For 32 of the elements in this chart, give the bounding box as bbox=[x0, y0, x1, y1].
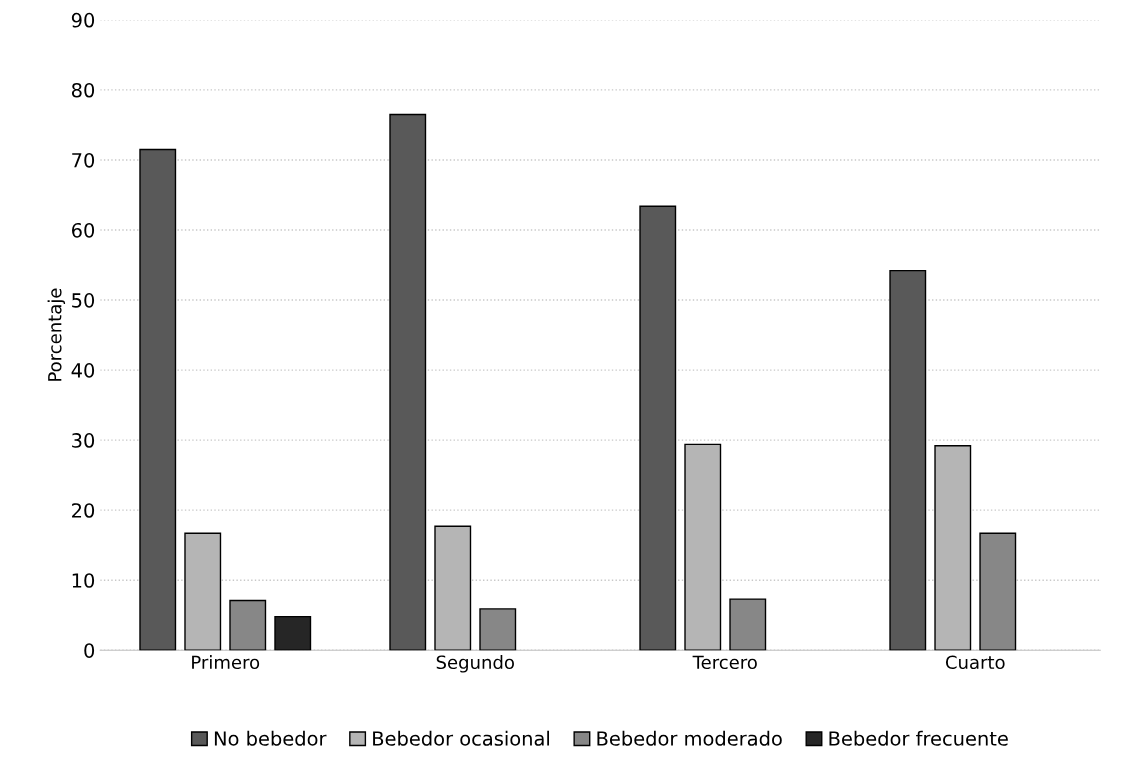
bar bbox=[139, 148, 177, 651]
bar bbox=[639, 205, 677, 651]
y-tick-label: 20 bbox=[72, 503, 95, 518]
bar bbox=[684, 443, 722, 651]
y-tick-label: 40 bbox=[71, 363, 95, 378]
x-tick-label: Primero bbox=[192, 655, 260, 670]
bar bbox=[889, 269, 927, 651]
x-tick-label: Segundo bbox=[436, 655, 514, 673]
legend-label: Bebedor ocasional bbox=[373, 730, 549, 746]
legend-label: No bebedor bbox=[214, 730, 327, 746]
y-tick-label: 70 bbox=[72, 152, 95, 168]
x-tick-label: Tercero bbox=[692, 655, 757, 670]
y-tick-label: 30 bbox=[72, 433, 95, 448]
bar bbox=[934, 445, 972, 651]
bar bbox=[274, 615, 312, 651]
y-tick-label: 80 bbox=[71, 82, 95, 98]
y-tick-label: 10 bbox=[72, 573, 95, 588]
x-tick-label: Cuarto bbox=[945, 655, 1005, 670]
legend-label: Bebedor moderado bbox=[597, 730, 782, 746]
bar bbox=[434, 525, 472, 651]
y-axis-title: Porcentaje bbox=[47, 288, 66, 381]
y-tick-label: 50 bbox=[72, 293, 95, 308]
y-tick-label: 90 bbox=[71, 12, 95, 28]
bar bbox=[979, 532, 1017, 651]
bar bbox=[389, 113, 427, 651]
bar bbox=[729, 598, 767, 651]
y-tick-label: 60 bbox=[71, 222, 95, 238]
bar bbox=[229, 599, 267, 651]
legend-label: Bebedor frecuente bbox=[829, 730, 1008, 746]
bar bbox=[479, 608, 517, 651]
y-tick-label: 0 bbox=[84, 643, 95, 658]
bar bbox=[184, 532, 222, 651]
